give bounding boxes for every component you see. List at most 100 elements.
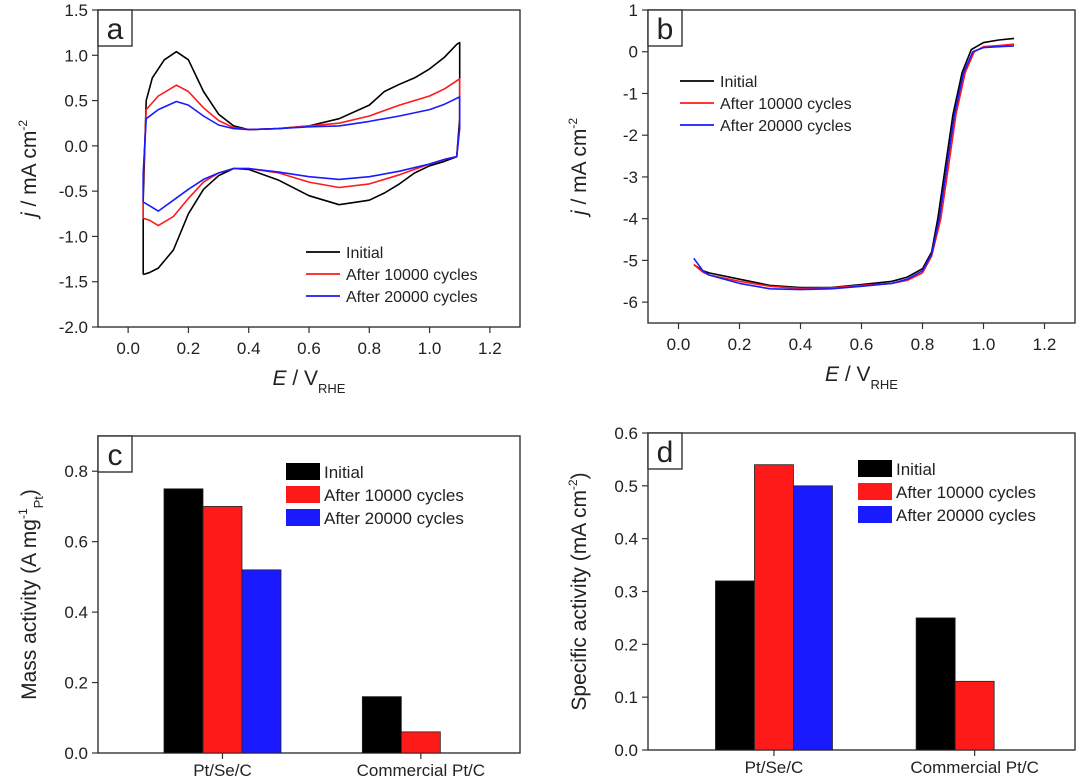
y-axis-label-unit: / mA cm <box>18 131 41 213</box>
bar-initial <box>361 696 402 754</box>
chart-a: 0.0 0.2 0.4 0.6 0.8 1.0 1.2 -2.0 -1.5 -1.0 -0.5 0.0… <box>16 1 521 396</box>
y-tick-label: -4 <box>623 210 638 229</box>
y-tick-label: 1.5 <box>64 1 88 20</box>
series-line-initial <box>693 37 1015 289</box>
bar-initial <box>715 580 755 751</box>
y-tick-label: -1.0 <box>59 227 88 246</box>
y-axis-label: Specific activity (mA cm-2) <box>566 472 591 710</box>
category-label: Pt/Se/C <box>193 761 252 780</box>
chart-d: 0.0 0.1 0.2 0.3 0.4 0.5 0.6 Pt/Se/C Commercial P… <box>566 424 1076 777</box>
x-tick-label: 0.0 <box>667 335 691 354</box>
y-tick-label: 0.4 <box>64 603 88 622</box>
legend-label: After 20000 cycles <box>324 509 464 528</box>
legend-label: After 10000 cycles <box>346 267 478 284</box>
x-axis-label-sub: RHE <box>871 377 899 392</box>
legend-swatch <box>286 463 320 480</box>
y-tick-label: -1.5 <box>59 273 88 292</box>
y-axis-label-sup: -1 <box>16 508 30 519</box>
y-tick-label: 0.3 <box>614 583 638 602</box>
y-tick-label: -2.0 <box>59 318 88 337</box>
legend-label: After 10000 cycles <box>720 96 852 113</box>
chart-b: 0.0 0.2 0.4 0.6 0.8 1.0 1.2 -6 -5 -4 -3 -2 -1 0 1 E / V… <box>566 1 1076 392</box>
y-axis-label: Mass activity (A mg-1Pt) <box>16 489 46 700</box>
x-tick-label: 1.2 <box>478 339 502 358</box>
legend-swatch <box>286 509 320 526</box>
x-tick-label: 0.4 <box>789 335 813 354</box>
panel-label: c <box>108 439 123 472</box>
y-tick-label: 1.0 <box>64 46 88 65</box>
series-line-initial <box>142 41 461 276</box>
x-tick-label: 1.2 <box>1033 335 1057 354</box>
y-tick-label: 1 <box>629 1 638 20</box>
x-tick-label: 1.0 <box>972 335 996 354</box>
legend-swatch <box>286 486 320 503</box>
x-axis-label-var: E <box>273 367 288 390</box>
x-tick-label: 0.6 <box>850 335 874 354</box>
panel-label-box <box>97 435 133 473</box>
y-tick-label: -0.5 <box>59 182 88 201</box>
x-tick-label: 1.0 <box>418 339 442 358</box>
bar-after10000 <box>202 506 243 754</box>
plot-frame <box>647 432 1076 751</box>
y-axis-label-sup: -2 <box>16 120 30 131</box>
panel-label-box <box>647 432 683 470</box>
y-tick-label: 0.6 <box>614 424 638 443</box>
y-tick-label: 0.2 <box>64 674 88 693</box>
legend-label: Initial <box>324 463 364 482</box>
y-tick-label: 0.0 <box>614 741 638 760</box>
y-axis-label: j / mA cm-2 <box>16 120 41 220</box>
y-tick-label: 0 <box>629 43 638 62</box>
legend-label: Initial <box>346 245 383 262</box>
y-tick-label: 0.4 <box>614 530 638 549</box>
panel-label-box <box>647 9 683 47</box>
y-axis-label-sup: -2 <box>566 118 580 129</box>
y-axis-label-sup: -2 <box>566 479 580 490</box>
y-tick-label: -2 <box>623 126 638 145</box>
panel-label: d <box>657 436 674 469</box>
category-label: Commercial Pt/C <box>357 761 485 780</box>
y-tick-label: -5 <box>623 251 638 270</box>
y-axis-label-close: ) <box>568 472 591 479</box>
y-axis-label-sub: Pt <box>31 496 46 509</box>
series-line-after20000 <box>142 96 461 212</box>
x-axis-label-sub: RHE <box>318 381 346 396</box>
y-axis-label-main: Specific activity (mA cm <box>568 490 591 711</box>
x-tick-label: 0.8 <box>911 335 935 354</box>
series-line-after20000 <box>693 45 1015 291</box>
legend-label: After 20000 cycles <box>896 506 1036 525</box>
legend-swatch <box>858 483 892 500</box>
plot-frame <box>97 435 521 754</box>
legend-label: After 10000 cycles <box>896 483 1036 502</box>
series-line-after10000 <box>693 43 1015 290</box>
chart-c: 0.0 0.2 0.4 0.6 0.8 Pt/Se/C Commercial Pt/C Mas… <box>16 435 521 780</box>
legend-swatch <box>858 460 892 477</box>
panel-label-box <box>97 9 133 47</box>
bar-after10000 <box>400 731 441 754</box>
y-axis-label-unit: / mA cm <box>568 129 591 211</box>
x-tick-label: 0.8 <box>357 339 381 358</box>
x-axis-label-var: E <box>825 363 840 386</box>
panel-label: b <box>657 13 674 46</box>
x-tick-label: 0.2 <box>177 339 201 358</box>
x-tick-label: 0.6 <box>297 339 321 358</box>
y-tick-label: -1 <box>623 84 638 103</box>
y-tick-label: 0.1 <box>614 688 638 707</box>
y-axis-label-var: j <box>568 209 591 218</box>
y-tick-label: 0.2 <box>614 635 638 654</box>
y-tick-label: 0.5 <box>64 92 88 111</box>
bar-initial <box>915 617 956 751</box>
legend-label: After 20000 cycles <box>346 289 478 306</box>
x-axis-label-unit: / V <box>287 367 319 390</box>
y-axis-label-close: ) <box>18 489 41 496</box>
y-tick-label: 0.0 <box>64 744 88 763</box>
y-tick-label: 0.8 <box>64 462 88 481</box>
bar-initial <box>163 488 204 754</box>
y-axis-label-var: j <box>18 211 41 220</box>
legend-label: Initial <box>720 74 757 91</box>
legend-swatch <box>858 506 892 523</box>
series-line-after10000 <box>142 78 461 227</box>
legend-label: Initial <box>896 460 936 479</box>
x-axis-label: E / VRHE <box>825 363 898 392</box>
x-tick-label: 0.4 <box>237 339 261 358</box>
